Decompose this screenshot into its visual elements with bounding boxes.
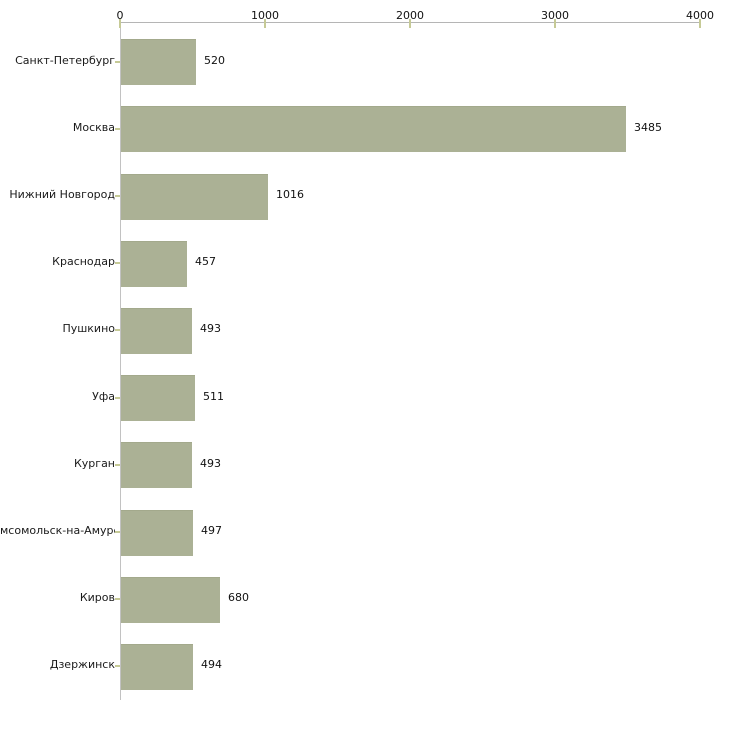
category-label: Санкт-Петербург [15, 53, 115, 67]
y-axis-tick-mark [115, 598, 120, 601]
category-label: Пушкино [62, 322, 115, 336]
value-label: 511 [203, 389, 224, 403]
category-label: Киров [79, 591, 115, 605]
bar [121, 39, 196, 86]
y-axis-tick-mark [115, 127, 120, 130]
category-label: Нижний Новгород [9, 188, 115, 201]
x-axis-tick-mark [699, 19, 701, 28]
category-label: Краснодар [52, 255, 115, 269]
y-axis-tick-mark [115, 665, 120, 668]
value-label: 493 [200, 322, 221, 336]
y-axis-tick-mark [115, 195, 120, 197]
bar [121, 576, 220, 623]
x-axis-tick-mark [119, 19, 121, 28]
x-axis-tick-label: 4000 [686, 9, 714, 22]
value-label: 680 [228, 591, 249, 605]
x-axis-tick-label: 3000 [541, 9, 569, 22]
y-axis-tick-mark [115, 262, 120, 265]
y-axis-tick-mark [115, 531, 120, 533]
bar [121, 509, 193, 556]
value-label: 1016 [276, 188, 304, 201]
y-axis-tick-mark [115, 463, 120, 466]
x-axis-tick-mark [409, 19, 411, 28]
x-axis-tick-mark [554, 19, 556, 28]
y-axis-tick-mark [115, 329, 120, 332]
category-label: Москва [72, 120, 115, 134]
x-axis-tick-mark [264, 19, 266, 28]
bar [121, 643, 193, 690]
bar [121, 173, 268, 220]
y-axis-line [120, 22, 121, 700]
x-axis-tick-label: 1000 [251, 9, 279, 22]
x-axis-tick-label: 2000 [396, 9, 424, 22]
value-label: 497 [201, 524, 222, 537]
value-label: 494 [201, 658, 222, 672]
bar [121, 375, 195, 422]
y-axis-tick-mark [115, 60, 120, 63]
bar [121, 307, 192, 354]
category-label: мсомольск-на-Амуре [0, 524, 115, 537]
y-axis-tick-mark [115, 396, 120, 399]
bar [121, 106, 626, 153]
bar [121, 240, 187, 287]
bar [121, 442, 192, 489]
value-label: 520 [204, 53, 225, 67]
x-axis-tick-label: 0 [116, 9, 124, 22]
value-label: 3485 [634, 120, 662, 134]
value-label: 457 [195, 255, 216, 269]
value-label: 493 [200, 456, 221, 470]
category-label: Уфа [92, 389, 115, 403]
category-label: Курган [73, 456, 115, 470]
category-label: Дзержинск [49, 658, 115, 672]
